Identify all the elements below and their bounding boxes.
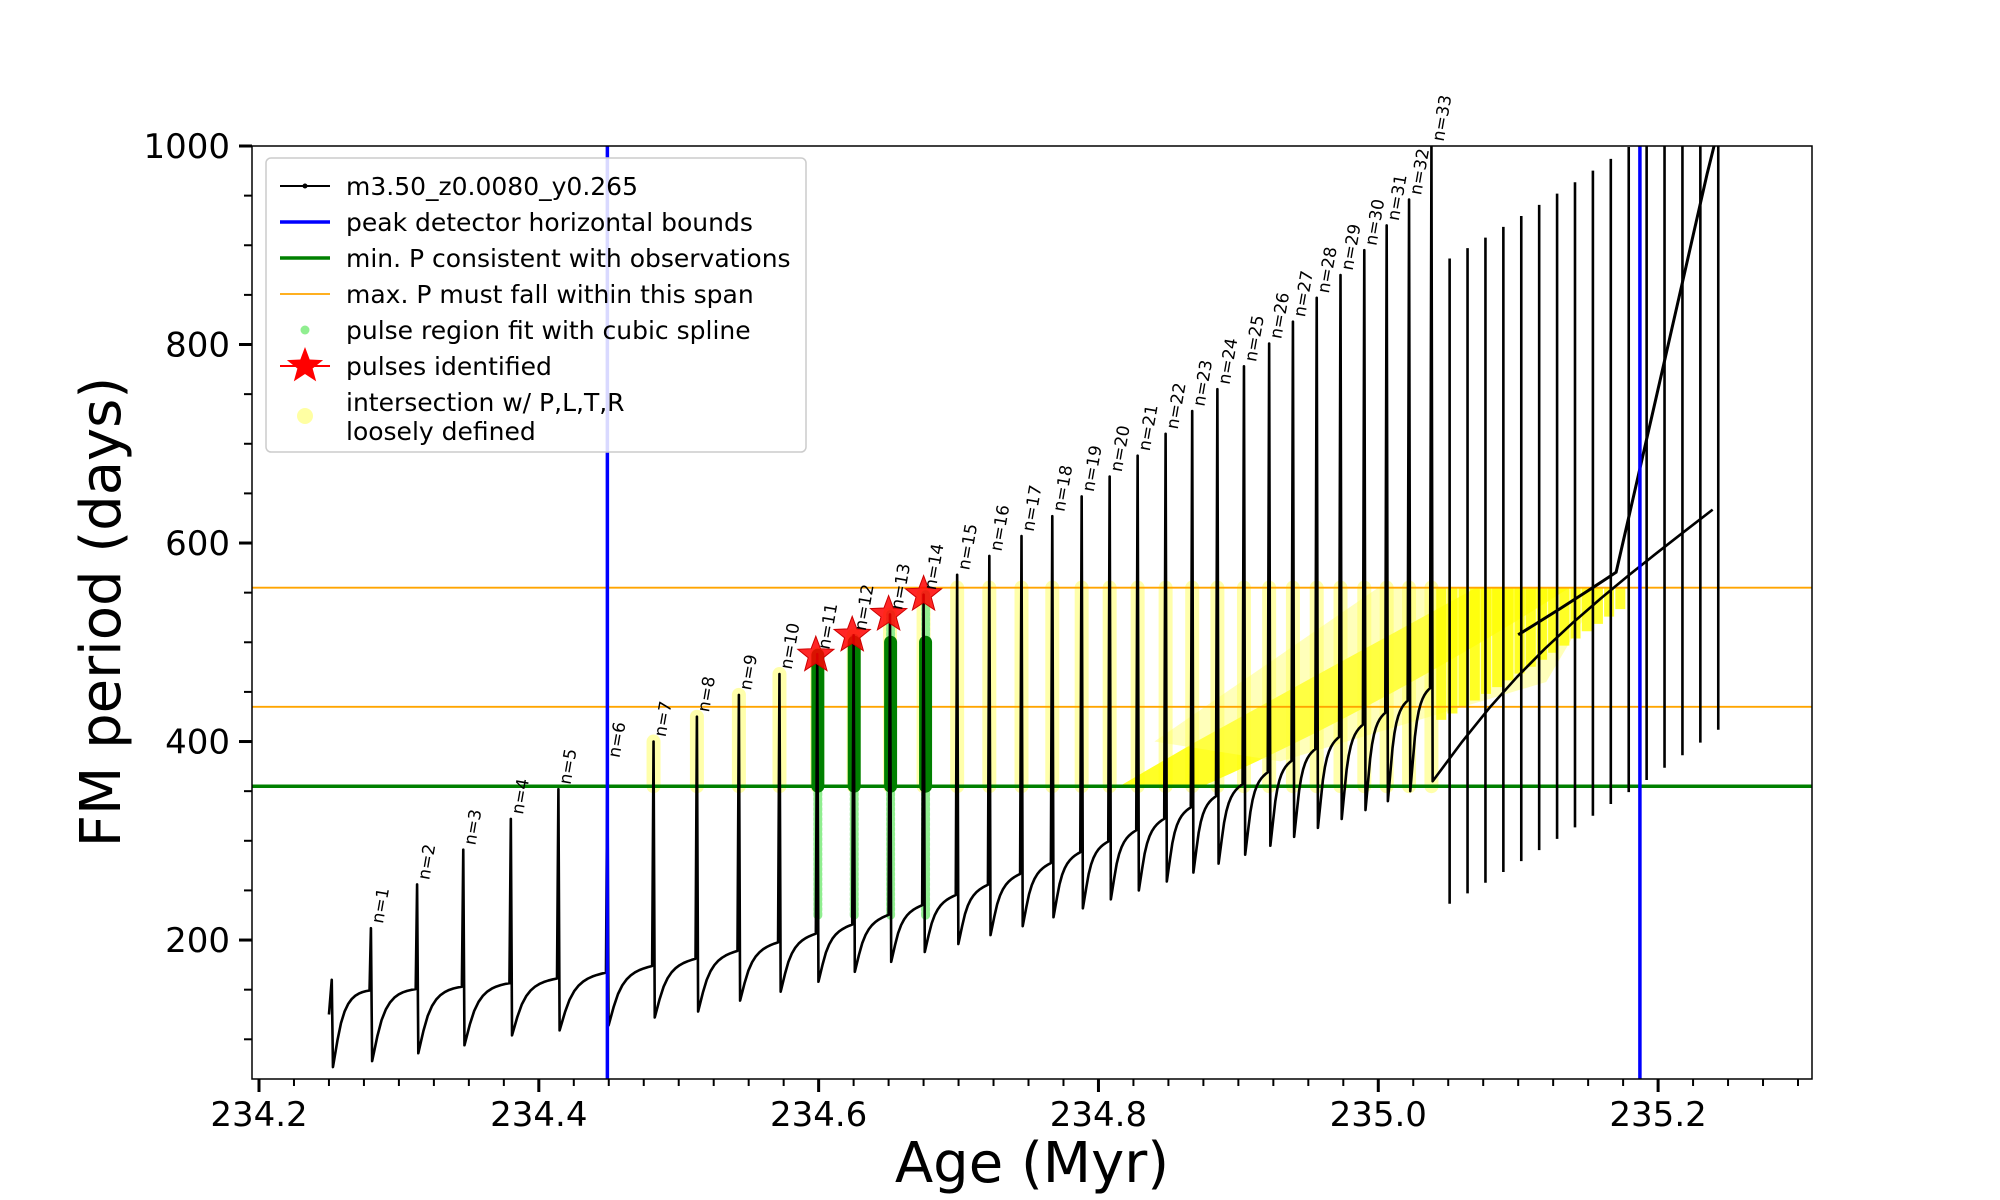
pulse-label: n=15 [954, 522, 982, 571]
pulse-label: n=13 [887, 562, 915, 611]
period-track-line [327, 146, 1714, 1069]
period-track-late-spikes [1448, 146, 1720, 904]
pulse-identified-star [832, 614, 872, 652]
legend-entry: peak detector horizontal bounds [280, 208, 753, 237]
pulses-identified-layer [796, 574, 943, 672]
pulse-label: n=31 [1384, 173, 1412, 222]
pulse-label: n=25 [1241, 314, 1269, 363]
y-tick-label: 1000 [143, 127, 230, 167]
y-tick-label: 600 [165, 524, 230, 564]
pulse-label: n=18 [1050, 464, 1078, 513]
legend-swatch [297, 408, 313, 424]
pulse-label: n=27 [1290, 269, 1318, 318]
intersection-dense-region [1119, 587, 1640, 787]
legend-label: min. P consistent with observations [346, 244, 791, 273]
y-tick-label: 200 [165, 921, 230, 961]
legend-swatch-marker [302, 183, 308, 189]
legend-entry: min. P consistent with observations [280, 244, 791, 273]
y-axis-label: FM period (days) [69, 377, 134, 847]
legend-swatch-marker [286, 347, 324, 382]
pulse-label: n=20 [1107, 424, 1135, 473]
pulse-label: n=30 [1362, 198, 1390, 247]
pulse-label: n=12 [851, 583, 879, 632]
pulse-label: n=5 [556, 747, 582, 786]
period-track-late-branch [1517, 146, 1716, 637]
pulse-identified-star [904, 574, 943, 612]
pulse-label: n=22 [1163, 381, 1191, 430]
plot-frame [251, 145, 1813, 1080]
legend-label: m3.50_z0.0080_y0.265 [346, 172, 638, 201]
legend-box [265, 157, 807, 453]
pulse-label: n=33 [1429, 93, 1457, 142]
pulse-label: n=8 [694, 675, 720, 714]
pulse-label: n=14 [921, 542, 949, 591]
pulse-label: n=11 [814, 602, 842, 651]
horizontal-reference-lines [252, 586, 1812, 788]
pulse-label: n=21 [1135, 403, 1163, 452]
pulse-identified-star [796, 634, 836, 672]
x-tick-label: 234.4 [490, 1095, 587, 1135]
legend-label: loosely defined [346, 417, 536, 446]
pulse-label: n=4 [508, 777, 534, 816]
legend-label: max. P must fall within this span [346, 280, 754, 309]
legend-entry: m3.50_z0.0080_y0.265 [280, 172, 638, 201]
y-tick-label: 800 [165, 326, 230, 366]
legend-label: peak detector horizontal bounds [346, 208, 753, 237]
x-tick-label: 235.2 [1609, 1095, 1706, 1135]
pulse-label: n=16 [987, 503, 1015, 552]
x-axis: 234.2 234.4 234.6 234.8 235.0 235.2 [210, 1079, 1800, 1135]
x-axis-label: Age (Myr) [895, 1131, 1169, 1196]
legend-swatch [300, 325, 310, 335]
legend-label: pulses identified [346, 352, 552, 381]
pulse-label: n=24 [1215, 337, 1243, 386]
pulse-label: n=28 [1314, 245, 1342, 294]
legend-label: intersection w/ P,L,T,R [346, 388, 625, 417]
x-tick-label: 234.2 [210, 1095, 307, 1135]
legend-entry: pulses identified [280, 347, 552, 382]
period-track-layer [327, 146, 1720, 1069]
y-axis: 200 400 600 800 1000 [143, 127, 252, 1041]
pulse-label: n=23 [1189, 358, 1217, 407]
x-tick-label: 234.8 [1050, 1095, 1147, 1135]
pulse-label: n=19 [1079, 444, 1107, 493]
x-tick-label: 235.0 [1330, 1095, 1427, 1135]
pulse-label: n=1 [368, 886, 394, 925]
legend-entry: max. P must fall within this span [280, 280, 754, 309]
pulse-label: n=17 [1019, 484, 1047, 533]
legend-label: pulse region fit with cubic spline [346, 316, 751, 345]
pulse-identified-star [869, 594, 909, 632]
pulse-label: n=29 [1338, 222, 1366, 271]
pulse-label: n=7 [651, 700, 677, 739]
intersection-region-layer [646, 580, 1640, 794]
pulse-label: n=9 [736, 653, 762, 692]
pulse-label: n=10 [777, 621, 805, 670]
y-tick-label: 400 [165, 723, 230, 763]
pulse-label: n=3 [460, 808, 486, 847]
pulse-label: n=2 [414, 843, 440, 882]
x-tick-label: 234.6 [770, 1095, 867, 1135]
legend-entry: pulse region fit with cubic spline [300, 316, 751, 345]
pulse-label: n=32 [1406, 147, 1434, 196]
